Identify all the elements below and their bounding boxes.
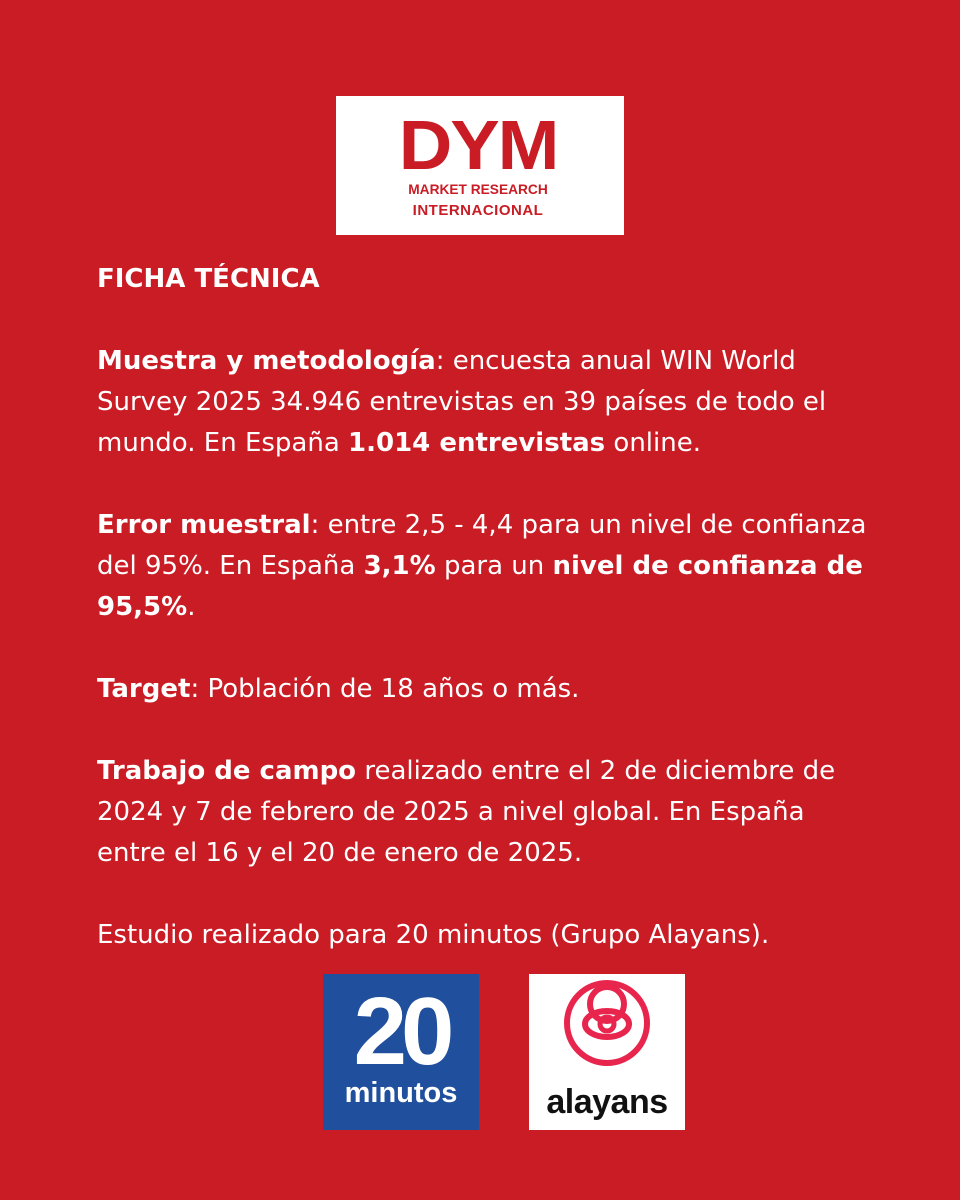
alayans-symbol-icon: [564, 980, 650, 1066]
paragraph-muestra: Muestra y metodología: encuesta anual WI…: [97, 341, 877, 464]
20minutos-logo: 20 minutos: [323, 974, 479, 1130]
ficha-title: FICHA TÉCNICA: [97, 259, 877, 300]
paragraph-error: Error muestral: entre 2,5 - 4,4 para un …: [97, 505, 877, 628]
ficha-tecnica: FICHA TÉCNICA Muestra y metodología: enc…: [97, 259, 877, 997]
alayans-logo: alayans: [529, 974, 685, 1130]
muestra-bold: 1.014 entrevistas: [348, 428, 606, 458]
ficha-title-text: FICHA TÉCNICA: [97, 264, 320, 294]
trabajo-text: realizado entre el 2 de diciembre de 202…: [97, 756, 836, 868]
trabajo-label: Trabajo de campo: [97, 756, 357, 786]
target-label: Target: [97, 674, 191, 704]
dym-logo-internacional: INTERNACIONAL: [412, 202, 544, 219]
dym-logo-market-research: MARKET RESEARCH: [408, 181, 548, 197]
error-text-2: para un: [435, 551, 553, 581]
alayans-logo-word: alayans: [546, 1083, 668, 1121]
target-text: : Población de 18 años o más.: [190, 674, 580, 704]
error-bold-1: 3,1%: [363, 551, 436, 581]
paragraph-trabajo: Trabajo de campo realizado entre el 2 de…: [97, 751, 877, 874]
paragraph-estudio: Estudio realizado para 20 minutos (Grupo…: [97, 915, 877, 956]
20minutos-logo-number: 20: [353, 978, 455, 1085]
error-text-1: : entre 2,5 - 4,4 para un nivel de confi…: [97, 510, 867, 581]
dym-logo: DYM MARKET RESEARCH INTERNACIONAL: [336, 96, 624, 235]
muestra-label: Muestra y metodología: [97, 346, 436, 376]
paragraph-target: Target: Población de 18 años o más.: [97, 669, 877, 710]
error-label: Error muestral: [97, 510, 311, 540]
dym-logo-mark: DYM: [398, 106, 560, 184]
error-text-3: .: [187, 592, 196, 622]
20minutos-logo-word: minutos: [344, 1077, 458, 1109]
estudio-text: Estudio realizado para 20 minutos (Grupo…: [97, 920, 770, 950]
muestra-text-2: online.: [605, 428, 701, 458]
muestra-text-1: : encuesta anual WIN World Survey 2025 3…: [97, 346, 827, 458]
error-bold-2: nivel de confianza de 95,5%: [97, 551, 863, 622]
